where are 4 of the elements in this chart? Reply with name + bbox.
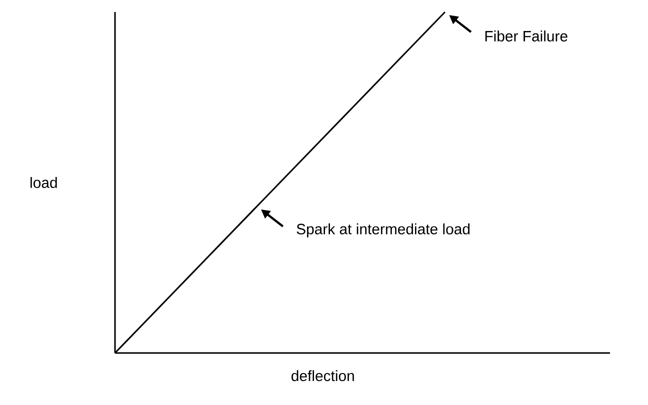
x-axis-title: deflection [292,370,354,382]
annotation: Spark at intermediate load [296,223,470,238]
y-axis-title: load [30,177,57,188]
annotation: Fiber Failure [485,30,568,42]
